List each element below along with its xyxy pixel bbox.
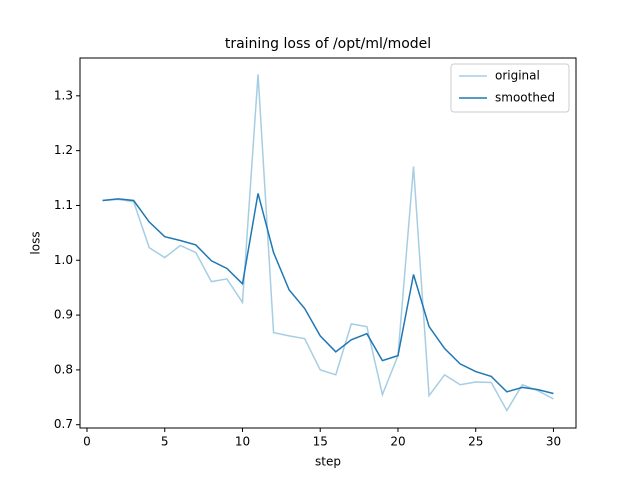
y-tick-label: 1.1 xyxy=(54,198,73,212)
x-axis-label: step xyxy=(315,455,341,469)
plot-frame xyxy=(79,57,577,429)
x-tick-label: 5 xyxy=(161,435,169,449)
legend-label: smoothed xyxy=(495,91,555,105)
line-series xyxy=(102,74,554,412)
y-tick-label: 1.3 xyxy=(54,88,73,102)
y-tick-label: 1.0 xyxy=(54,253,73,267)
legend-label: original xyxy=(495,69,540,83)
x-tick-label: 15 xyxy=(313,435,328,449)
chart-title: training loss of /opt/ml/model xyxy=(225,36,431,52)
line-series xyxy=(102,193,554,395)
x-tick-label: 25 xyxy=(468,435,483,449)
x-tick-label: 30 xyxy=(546,435,561,449)
y-axis-label: loss xyxy=(29,231,43,254)
x-tick-label: 10 xyxy=(235,435,250,449)
x-tick-label: 20 xyxy=(390,435,405,449)
x-tick-label: 0 xyxy=(83,435,91,449)
y-tick-label: 0.8 xyxy=(54,362,73,376)
y-tick-label: 1.2 xyxy=(54,143,73,157)
y-tick-label: 0.9 xyxy=(54,308,73,322)
y-tick-label: 0.7 xyxy=(54,417,73,431)
